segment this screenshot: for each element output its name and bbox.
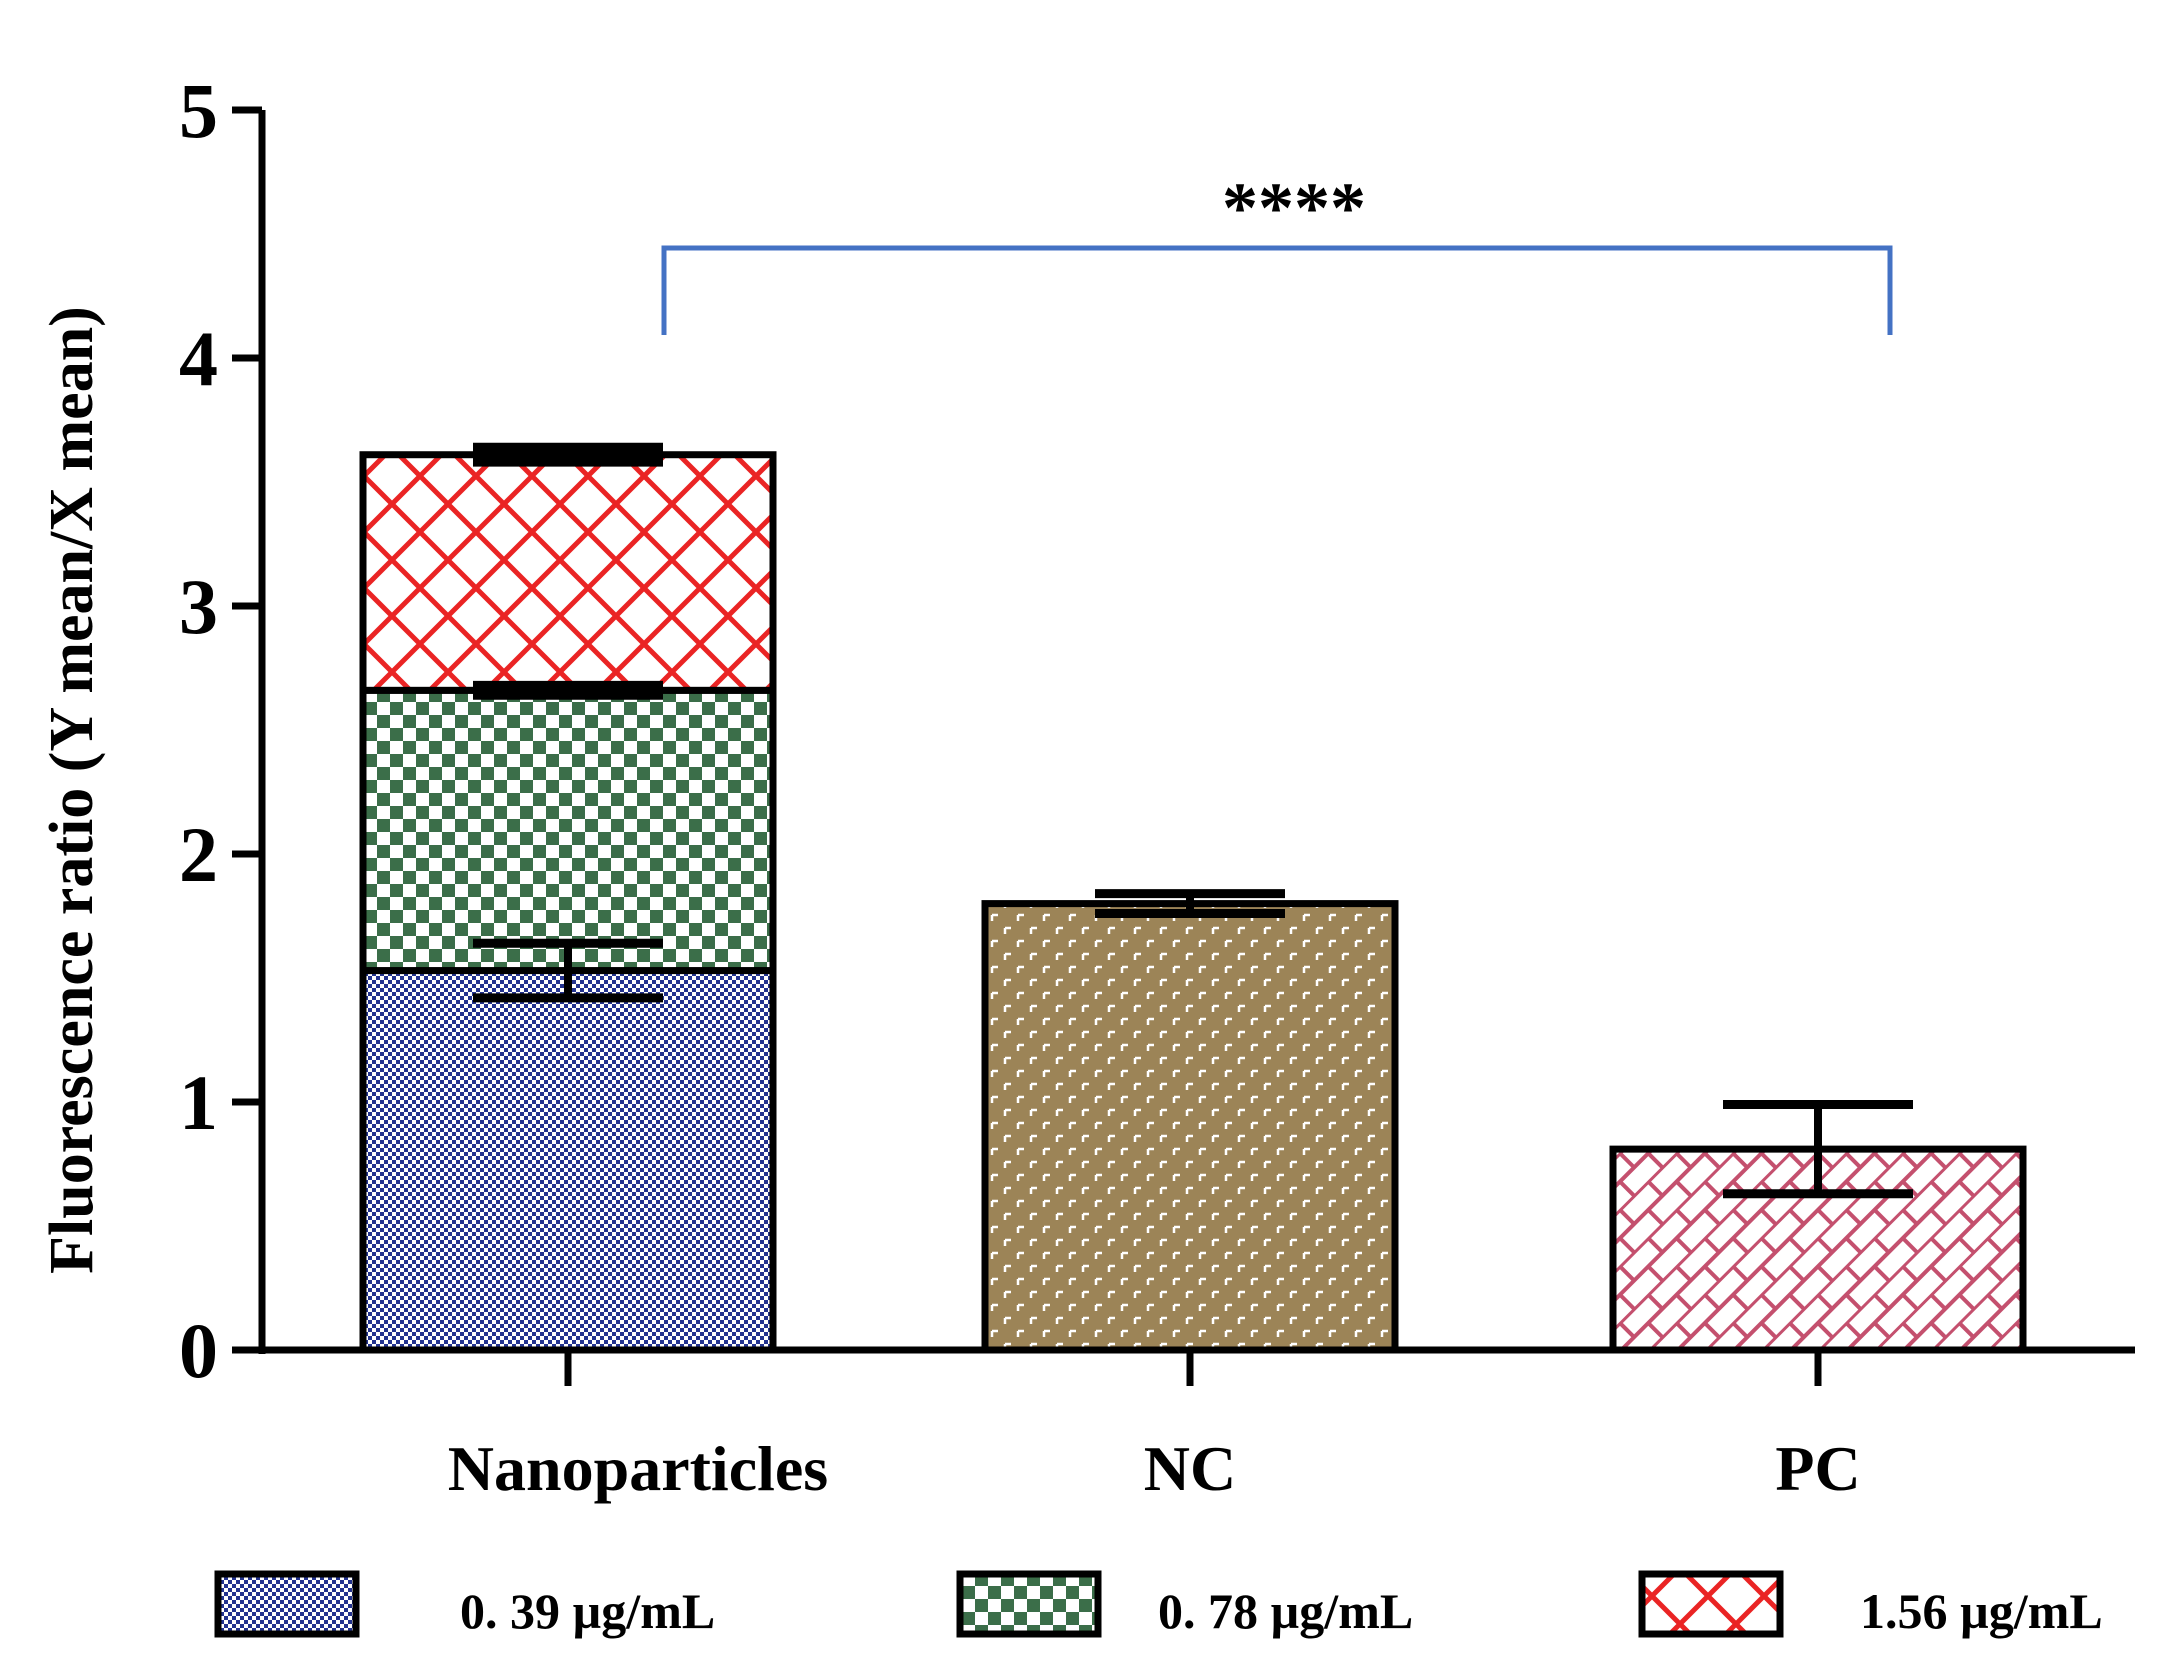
error-bar-nanoparticles-2 bbox=[473, 680, 663, 700]
x-tick-label-nc: NC bbox=[1144, 1433, 1236, 1504]
legend-entry-2: 0. 78 µg/mL bbox=[956, 1570, 1413, 1639]
significance-bracket bbox=[661, 245, 1893, 335]
legend-swatch bbox=[1638, 1570, 1784, 1638]
y-tick-label-2: 2 bbox=[179, 811, 218, 898]
y-tick-label-3: 3 bbox=[179, 563, 218, 650]
y-tick-label-0: 0 bbox=[179, 1307, 218, 1394]
significance-label: **** bbox=[1222, 168, 1366, 248]
x-tick-label-pc: PC bbox=[1775, 1433, 1860, 1504]
error-bar-nanoparticles-1 bbox=[473, 938, 663, 1003]
bar-nanoparticles-segment-3 bbox=[359, 451, 777, 694]
legend-entry-3: 1.56 µg/mL bbox=[1638, 1570, 2103, 1639]
legend-label: 0. 39 µg/mL bbox=[460, 1583, 715, 1639]
legend-swatch bbox=[956, 1570, 1102, 1638]
bar-nc-segment-1 bbox=[981, 900, 1399, 1354]
error-bar-pc-1 bbox=[1723, 1099, 1913, 1199]
x-tick-label-nanoparticles: Nanoparticles bbox=[448, 1433, 828, 1504]
legend-label: 0. 78 µg/mL bbox=[1158, 1583, 1413, 1639]
legend-swatch bbox=[214, 1570, 360, 1638]
y-tick-label-5: 5 bbox=[179, 67, 218, 154]
y-axis-label: Fluorescence ratio (Y mean/X mean) bbox=[38, 306, 106, 1274]
error-bar-nc-1 bbox=[1095, 889, 1285, 919]
legend-label: 1.56 µg/mL bbox=[1860, 1583, 2103, 1639]
y-tick-label-1: 1 bbox=[179, 1059, 218, 1146]
error-bar-nanoparticles-3 bbox=[473, 442, 663, 467]
y-tick-label-4: 4 bbox=[179, 315, 218, 402]
bar-nanoparticles-segment-1 bbox=[359, 967, 777, 1354]
legend-entry-1: 0. 39 µg/mL bbox=[214, 1570, 715, 1639]
bar-nanoparticles-segment-2 bbox=[359, 686, 777, 975]
